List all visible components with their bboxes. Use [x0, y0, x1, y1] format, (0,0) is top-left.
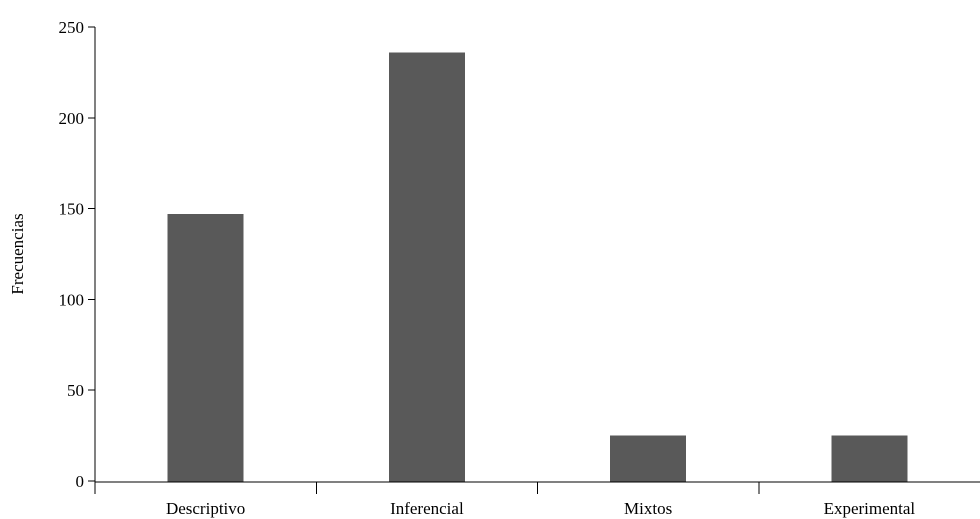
y-tick-label-50: 50 [67, 381, 84, 400]
y-tick-label-250: 250 [59, 18, 85, 37]
y-tick-label-0: 0 [76, 472, 85, 491]
x-tick-label-inferencial: Inferencial [390, 499, 464, 518]
x-axis-ticks: Descriptivo Inferencial Mixtos Experimental [166, 482, 915, 518]
bars-layer [167, 52, 908, 482]
y-tick-label-200: 200 [59, 109, 85, 128]
x-tick-label-experimental: Experimental [824, 499, 916, 518]
bar-experimental [831, 435, 908, 482]
bar-mixtos [610, 435, 687, 482]
y-axis-ticks: 0 50 100 150 200 250 [59, 18, 95, 491]
y-axis-title: Frecuencias [8, 213, 27, 294]
bar-inferencial [388, 52, 465, 482]
y-tick-label-100: 100 [59, 290, 85, 309]
x-tick-label-mixtos: Mixtos [624, 499, 672, 518]
y-tick-label-150: 150 [59, 200, 85, 219]
x-tick-label-descriptivo: Descriptivo [166, 499, 245, 518]
bar-descriptivo [167, 214, 244, 482]
